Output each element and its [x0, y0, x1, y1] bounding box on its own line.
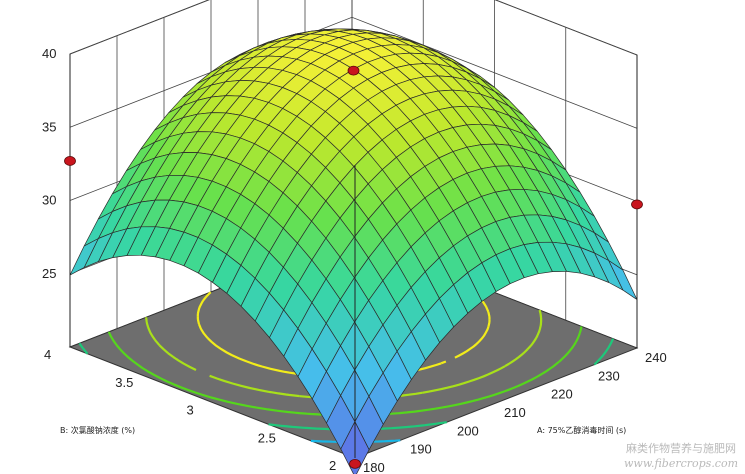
watermark-line2: www.fibercrops.com	[624, 457, 738, 470]
y-tick-label: 2	[329, 458, 336, 473]
response-surface	[69, 28, 638, 474]
design-point	[349, 458, 361, 469]
watermark-line1: 麻类作物营养与施肥网	[626, 441, 736, 455]
x-tick-label: 230	[598, 368, 620, 383]
x-tick-label: 180	[363, 460, 385, 474]
tick-labels: 25 30 35 40 180 190 200 210 220 230 240 2 2.5 3 3.5 4	[42, 46, 667, 474]
design-points	[64, 65, 643, 469]
x-tick-label: 220	[551, 387, 573, 402]
y-tick-label: 2.5	[258, 430, 276, 445]
x-tick-label: 240	[645, 350, 667, 365]
z-tick-label: 25	[42, 266, 56, 281]
y-axis-label: B: 次氯酸钠浓度 (%)	[60, 425, 135, 435]
floor-contours	[78, 236, 615, 455]
y-tick-label: 4	[44, 347, 51, 362]
design-point	[347, 65, 360, 76]
z-tick-label: 30	[42, 193, 56, 208]
y-tick-label: 3.5	[115, 375, 133, 390]
design-point	[631, 199, 643, 210]
x-tick-label: 210	[504, 405, 526, 420]
y-tick-label: 3	[187, 403, 194, 418]
x-tick-label: 200	[457, 423, 479, 438]
z-tick-label: 40	[42, 46, 56, 61]
design-point	[64, 156, 76, 166]
x-tick-label: 190	[410, 442, 432, 457]
z-tick-label: 35	[42, 119, 56, 134]
x-axis-label: A: 75%乙醇消毒时间 (s)	[537, 425, 626, 435]
